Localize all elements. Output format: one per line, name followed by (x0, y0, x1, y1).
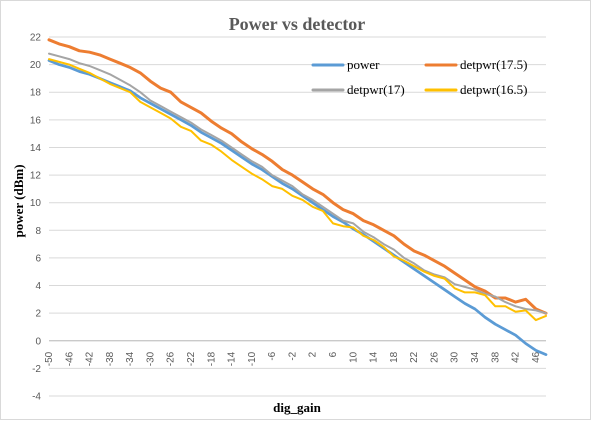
y-tick-label: 10 (30, 198, 42, 209)
x-tick-label: 10 (348, 351, 359, 363)
x-tick-label: -42 (85, 351, 96, 366)
y-tick-label: -4 (32, 392, 41, 403)
x-tick-label: -2 (287, 351, 298, 360)
x-tick-label: 6 (328, 351, 339, 357)
x-tick-label: -22 (186, 351, 197, 366)
x-tick-label: 42 (511, 351, 522, 363)
x-tick-label: -18 (206, 351, 217, 366)
series-line-2 (48, 52, 547, 315)
legend-label-3: detpwr(16.5) (460, 82, 528, 97)
x-tick-label: -26 (166, 351, 177, 366)
x-tick-label: -46 (64, 351, 75, 366)
legend-label-1: detpwr(17.5) (460, 57, 528, 72)
x-axis-ticks: -50 -46 -42 -38 -34 -30 -26 -22 -18 -14 -10 -6 -2 2 6 1… (44, 351, 542, 366)
series-line-0 (47, 59, 548, 356)
x-tick-label: 34 (470, 351, 481, 363)
x-tick-label: -34 (125, 351, 136, 366)
legend-label-2: detpwr(17) (347, 82, 405, 97)
legend: power detpwr(17.5) detpwr(17) detpwr(16.5) (311, 57, 528, 97)
x-tick-label: -30 (145, 351, 156, 366)
series-lines (47, 38, 548, 356)
x-tick-label: -6 (267, 351, 278, 360)
series-line-1 (47, 38, 548, 315)
x-tick-label: 18 (389, 351, 400, 363)
chart-title: Power vs detector (229, 14, 366, 34)
y-tick-label: 8 (35, 226, 41, 237)
x-tick-label: -14 (227, 351, 238, 366)
x-tick-label: -10 (247, 351, 258, 366)
x-tick-label: -50 (44, 351, 55, 366)
x-tick-label: 46 (531, 351, 542, 363)
x-tick-label: 30 (450, 351, 461, 363)
y-tick-label: 18 (30, 88, 42, 99)
x-tick-label: 38 (490, 351, 501, 363)
y-tick-label: 4 (35, 281, 41, 292)
y-tick-label: 22 (30, 33, 42, 44)
y-tick-label: -2 (32, 364, 41, 375)
y-tick-label: 6 (35, 253, 41, 264)
y-axis-title: power (dBm) (11, 164, 26, 237)
y-tick-label: 12 (30, 171, 42, 182)
series-line-3 (48, 58, 547, 322)
y-axis-ticks: -4 -2 0 2 4 6 8 10 12 14 16 18 20 22 (30, 33, 42, 403)
x-tick-label: 2 (308, 351, 319, 357)
x-axis-title: dig_gain (273, 400, 321, 415)
y-tick-label: 20 (30, 60, 42, 71)
y-tick-label: 0 (35, 336, 41, 347)
legend-label-0: power (347, 57, 380, 72)
x-tick-label: 22 (409, 351, 420, 363)
x-tick-label: 14 (369, 351, 380, 363)
y-tick-label: 14 (30, 143, 42, 154)
x-tick-label: -38 (105, 351, 116, 366)
y-tick-label: 2 (35, 309, 41, 320)
y-tick-label: 16 (30, 115, 42, 126)
x-tick-label: 26 (429, 351, 440, 363)
